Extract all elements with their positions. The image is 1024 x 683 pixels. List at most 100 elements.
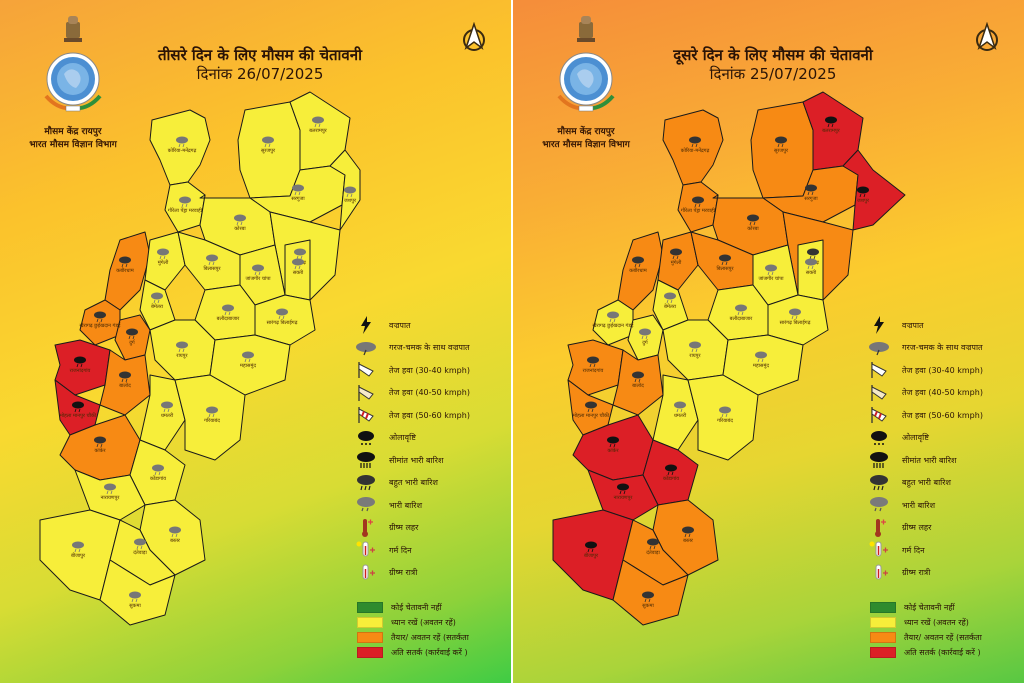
org-line-1: मौसम केंद्र रायपुर — [44, 127, 102, 137]
district-label: मोहला मानपुर चौकी — [60, 412, 97, 419]
legend-label: गरज-चमक के साथ वज्रपात — [902, 343, 983, 353]
legend-item: बहुत भारी बारिश — [355, 472, 505, 495]
heavy-rain-icon — [206, 254, 218, 266]
heavy-rain-icon — [587, 356, 599, 368]
district-1 — [662, 109, 724, 186]
org-line-1: मौसम केंद्र रायपुर — [557, 127, 615, 137]
district-label: रायपुर — [689, 353, 701, 359]
heavy-rain-icon — [755, 351, 767, 363]
district-label: दंतेवाड़ा — [133, 549, 147, 556]
legend-label: सीमांत भारी बारिश — [902, 455, 957, 465]
legend-label: वज्रपात — [389, 320, 411, 330]
legend-item: ग्रीष्म रात्री — [868, 562, 1018, 585]
district-label: कांकेर — [607, 447, 619, 454]
heavy-rain-icon — [179, 196, 191, 208]
district-label: सक्ती — [806, 269, 817, 276]
heavy-rain-icon — [176, 136, 188, 148]
heavy-rain-icon — [134, 538, 146, 550]
color-swatch — [870, 647, 896, 658]
heavy-rain-icon — [632, 256, 644, 268]
district-label: बलरामपुर — [822, 128, 840, 134]
legend-label: ग्रीष्म लहर — [902, 523, 932, 533]
district-label: बस्तर — [683, 538, 694, 544]
heavy-rain-icon — [647, 538, 659, 550]
forecast-title: तीसरे दिन के लिए मौसम की चेतावनी — [158, 46, 362, 64]
district-21 — [567, 339, 624, 396]
color-swatch — [870, 632, 896, 643]
heavy-rain-icon — [129, 591, 141, 603]
legend-label: ओलावृष्टि — [389, 433, 416, 443]
district-label: दुर्ग — [642, 339, 648, 346]
legend-label: गर्म दिन — [902, 545, 925, 555]
legend-item: भारी बारिश — [868, 494, 1018, 517]
extremely-heavy-rain-icon — [72, 401, 84, 413]
district-label: महासमुंद — [240, 362, 256, 369]
district-label: सारंगढ़ बिलाईगढ़ — [267, 319, 298, 326]
heavy-rain-icon — [262, 136, 274, 148]
north-arrow-icon — [976, 22, 998, 51]
heavy-rain-icon — [242, 351, 254, 363]
district-1 — [149, 109, 211, 186]
legend-item: तेज हवा (50-60 kmph) — [868, 404, 1018, 427]
warm-day-icon — [868, 540, 890, 560]
legend-item: बहुत भारी बारिश — [868, 472, 1018, 495]
legend-label: ग्रीष्म लहर — [389, 523, 419, 533]
legend-label: ग्रीष्म रात्री — [902, 568, 931, 578]
heavy-rain-icon — [222, 304, 234, 316]
district-label: गौरेला पेंड्रा मरवाही — [681, 207, 716, 214]
district-label: बेमेतरा — [664, 303, 677, 310]
district-label: रायपुर — [176, 353, 188, 359]
heavy-rain-icon — [104, 483, 116, 495]
heat-wave-icon — [868, 518, 890, 538]
very-heavy-rain-icon — [868, 473, 890, 493]
legend-label: तेज हवा (40-50 kmph) — [902, 388, 983, 398]
warning-level-legend: कोई चेतावनी नहीं ध्यान रखें (अवतन रहें) तै… — [357, 600, 507, 660]
heavy-rain-icon — [276, 308, 288, 320]
legend-label: गरज-चमक के साथ वज्रपात — [389, 343, 470, 353]
district-label: बिलासपुर — [716, 265, 734, 272]
heavy-rain-icon — [157, 248, 169, 260]
legend-item: भारी बारिश — [355, 494, 505, 517]
district-label: बीजापुर — [71, 552, 86, 559]
warning-level-label: अति सतर्क (कार्रवाई करें ) — [391, 648, 468, 657]
extremely-heavy-rain-icon — [607, 436, 619, 448]
district-label: बालोद — [632, 382, 644, 389]
district-label: सरगुजा — [804, 196, 818, 202]
extremely-heavy-rain-icon — [825, 116, 837, 128]
heavy-rain-icon — [161, 401, 173, 413]
legend-item: ग्रीष्म लहर — [868, 517, 1018, 540]
color-swatch — [357, 632, 383, 643]
heavy-rain-icon — [789, 308, 801, 320]
windsock-40-50-icon — [868, 383, 890, 403]
district-label: सूरजपुर — [261, 148, 276, 154]
panel-title: तीसरे दिन के लिए मौसम की चेतावनी दिनांक … — [130, 46, 390, 84]
heavy-rain-icon — [807, 248, 819, 260]
district-labels: कोरिया-मनेंद्रगढ़ सूरजपुर बलरामपुर सरगुजा जश… — [573, 116, 870, 609]
district-label: मुंगेली — [671, 259, 682, 266]
warning-level-label: कोई चेतावनी नहीं — [904, 603, 955, 612]
legend-item: तेज हवा (40-50 kmph) — [868, 382, 1018, 405]
district-9 — [104, 231, 151, 311]
district-label: सरगुजा — [291, 196, 305, 202]
district-label: दुर्ग — [129, 339, 135, 346]
extremely-heavy-rain-icon — [868, 450, 890, 470]
heavy-rain-icon — [72, 541, 84, 553]
warning-level-no_warning: कोई चेतावनी नहीं — [357, 600, 507, 615]
legend-label: तेज हवा (50-60 kmph) — [389, 410, 470, 420]
heavy-rain-icon — [868, 495, 890, 515]
district-labels: कोरिया-मनेंद्रगढ़ सूरजपुर बलरामपुर सरगुजा जश… — [60, 116, 357, 609]
district-10 — [657, 231, 699, 291]
legend-item: ग्रीष्म रात्री — [355, 562, 505, 585]
district-label: बालोद — [119, 382, 131, 389]
forecast-date: दिनांक 26/07/2025 — [196, 65, 324, 83]
district-5 — [842, 149, 906, 231]
legend-label: बहुत भारी बारिश — [389, 478, 438, 488]
heavy-rain-icon — [126, 328, 138, 340]
district-label: कबीरधाम — [629, 267, 647, 274]
district-label: कबीरधाम — [116, 267, 134, 274]
district-label: बस्तर — [170, 538, 181, 544]
legend-item: गरज-चमक के साथ वज्रपात — [868, 337, 1018, 360]
heavy-rain-icon — [94, 436, 106, 448]
heavy-rain-icon — [719, 254, 731, 266]
warning-level-legend: कोई चेतावनी नहीं ध्यान रखें (अवतन रहें) तै… — [870, 600, 1020, 660]
